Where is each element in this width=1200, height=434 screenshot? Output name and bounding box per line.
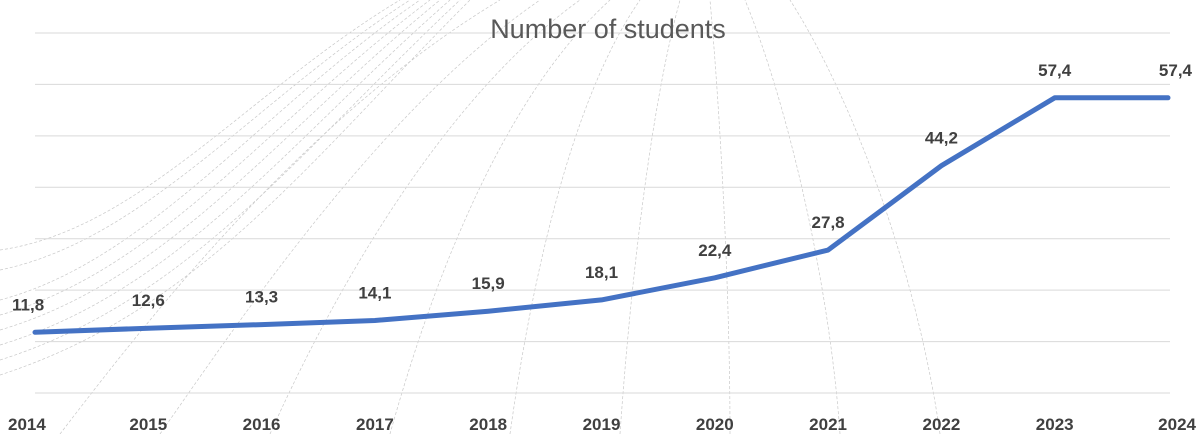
x-tick-label: 2019 bbox=[583, 415, 621, 434]
x-tick-label: 2024 bbox=[1158, 415, 1196, 434]
x-tick-label: 2015 bbox=[129, 415, 167, 434]
data-labels: 11,8 12,6 13,3 14,1 15,9 18,1 22,4 27,8 44,2 57,4… bbox=[12, 61, 1193, 315]
x-tick-label: 2014 bbox=[8, 415, 46, 434]
series-lines bbox=[32, 95, 1171, 335]
background-decoration bbox=[0, 0, 941, 434]
data-label: 14,1 bbox=[358, 283, 391, 302]
x-tick-label: 2018 bbox=[469, 415, 507, 434]
data-label: 44,2 bbox=[925, 129, 958, 148]
x-tick-label: 2023 bbox=[1036, 415, 1074, 434]
x-tick-label: 2021 bbox=[809, 415, 847, 434]
data-label: 57,4 bbox=[1038, 61, 1072, 80]
data-label: 13,3 bbox=[245, 288, 278, 307]
data-label: 12,6 bbox=[132, 291, 165, 310]
x-tick-label: 2022 bbox=[922, 415, 960, 434]
x-axis-tick-labels: 2014 2015 2016 2017 2018 2019 2020 2021 2022 2023… bbox=[8, 415, 1197, 434]
data-label: 57,4 bbox=[1159, 61, 1193, 80]
data-label: 27,8 bbox=[812, 213, 845, 232]
data-label: 22,4 bbox=[698, 241, 732, 260]
gridlines bbox=[35, 32, 1170, 394]
data-label: 11,8 bbox=[12, 295, 44, 314]
data-label: 15,9 bbox=[472, 274, 505, 293]
series-line bbox=[32, 95, 1171, 335]
x-tick-label: 2020 bbox=[696, 415, 734, 434]
x-tick-label: 2016 bbox=[243, 415, 281, 434]
x-tick-label: 2017 bbox=[356, 415, 394, 434]
chart-title: Number of students bbox=[490, 14, 726, 44]
data-label: 18,1 bbox=[585, 263, 618, 282]
